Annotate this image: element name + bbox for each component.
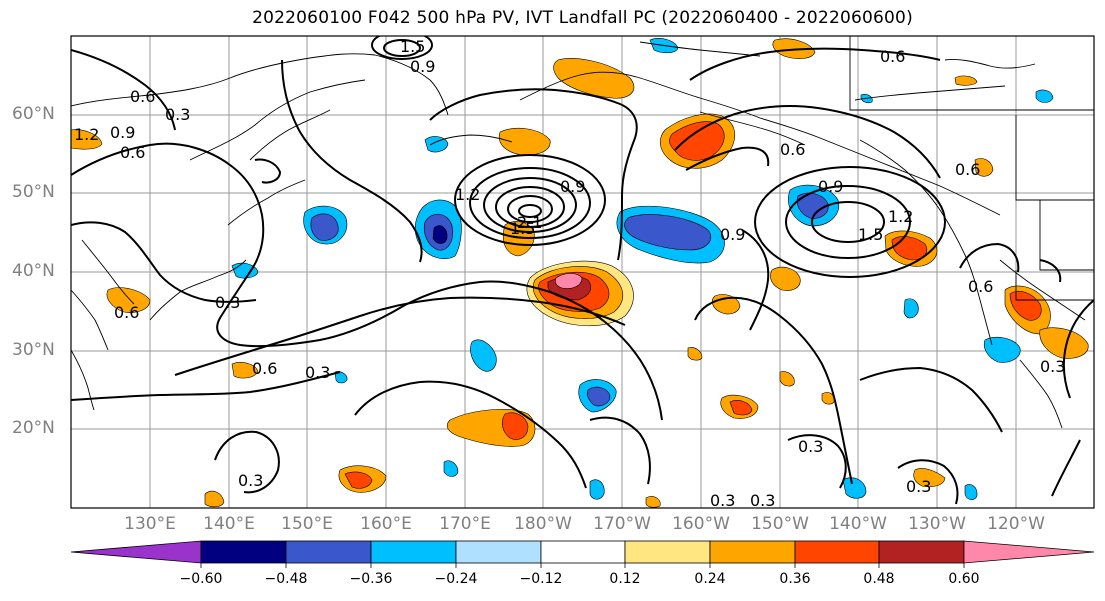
contour-label: 0.3 [1040, 357, 1065, 376]
colorbar-swatch [455, 540, 542, 564]
colorbar-extend-low [70, 540, 202, 564]
colorbar-swatch [794, 540, 880, 564]
contour-label: 0.3 [165, 105, 190, 124]
lon-label: 160°E [360, 514, 412, 534]
map-border [70, 35, 1095, 509]
lat-label: 40°N [12, 261, 55, 281]
lon-label: 180°W [514, 514, 572, 534]
contour-label: 0.6 [130, 87, 155, 106]
colorbar-swatch [624, 540, 711, 564]
contour-label: 0.6 [880, 47, 905, 66]
contour-label: 0.6 [114, 303, 139, 322]
contour-label: 0.6 [955, 160, 980, 179]
contour-label: 1.2 [74, 125, 99, 144]
contour-label: 0.3 [305, 363, 330, 382]
colorbar-tick-label: −0.60 [179, 571, 223, 587]
lon-label: 170°E [439, 514, 491, 534]
positive-anomaly-fields [71, 38, 1089, 508]
contour-label: 0.9 [110, 123, 135, 142]
contour-label: 0.3 [215, 293, 240, 312]
contour-label: 1.5 [400, 37, 425, 56]
colorbar-swatch [285, 540, 372, 564]
colorbar-tick-label: −0.12 [519, 571, 563, 587]
colorbar-tick-label: −0.24 [434, 571, 478, 587]
colorbar-tick-label: 0.60 [948, 571, 980, 587]
contour-label: 1.2 [455, 185, 480, 204]
lat-label: 30°N [12, 340, 55, 360]
colorbar-tick-label: 0.24 [694, 571, 726, 587]
contour-label: 0.3 [798, 437, 823, 456]
negative-anomaly-fields [231, 38, 1054, 500]
colorbar-tick-label: 0.36 [779, 571, 811, 587]
colorbar-swatch [200, 540, 287, 564]
contour-label: 0.6 [252, 359, 277, 378]
lon-label: 160°W [672, 514, 730, 534]
lon-label: 120°W [987, 514, 1045, 534]
lat-label: 60°N [12, 104, 55, 124]
lon-label: 140°E [203, 514, 255, 534]
figure-title: 2022060100 F042 500 hPa PV, IVT Landfall… [252, 8, 913, 28]
contour-label: 0.3 [906, 477, 931, 496]
contour-label: 0.9 [410, 57, 435, 76]
contour-label: 2.1 [517, 213, 542, 232]
contour-label: 0.6 [120, 143, 145, 162]
contour-label: 0.3 [750, 491, 775, 510]
contour-label: 0.3 [238, 471, 263, 490]
colorbar-tick-label: 0.48 [863, 571, 895, 587]
colorbar-swatch [709, 540, 796, 564]
contour-label: 0.6 [780, 140, 805, 159]
contour-label: 1.5 [858, 225, 883, 244]
colorbar-extend-high [963, 540, 1095, 564]
lon-label: 130°E [124, 514, 176, 534]
contour-labels: 0.6 0.3 1.2 0.9 0.6 1.5 0.9 0.6 1.2 0.9 … [74, 37, 1065, 510]
contour-label: 0.9 [818, 177, 843, 196]
lon-label: 150°E [281, 514, 333, 534]
contour-label: 1.5 [510, 219, 535, 238]
contour-label: 0.9 [720, 225, 745, 244]
colorbar-tick-label: 0.12 [609, 571, 641, 587]
colorbar-swatch [540, 540, 626, 564]
colorbar [70, 540, 1095, 568]
pv-contours [71, 36, 1094, 505]
coastlines [71, 36, 1094, 429]
contour-label: 0.3 [710, 491, 735, 510]
lon-label: 130°W [908, 514, 966, 534]
colorbar-swatch [878, 540, 965, 564]
lat-label: 20°N [12, 418, 55, 438]
contour-label: 0.9 [560, 177, 585, 196]
lon-label: 170°W [593, 514, 651, 534]
colorbar-swatch [370, 540, 457, 564]
lat-label: 50°N [12, 182, 55, 202]
colorbar-tick-label: −0.36 [349, 571, 393, 587]
colorbar-tick-label: −0.48 [264, 571, 308, 587]
lon-label: 150°W [751, 514, 809, 534]
lon-label: 140°W [829, 514, 887, 534]
contour-label: 1.2 [888, 207, 913, 226]
contour-label: 0.6 [968, 277, 993, 296]
